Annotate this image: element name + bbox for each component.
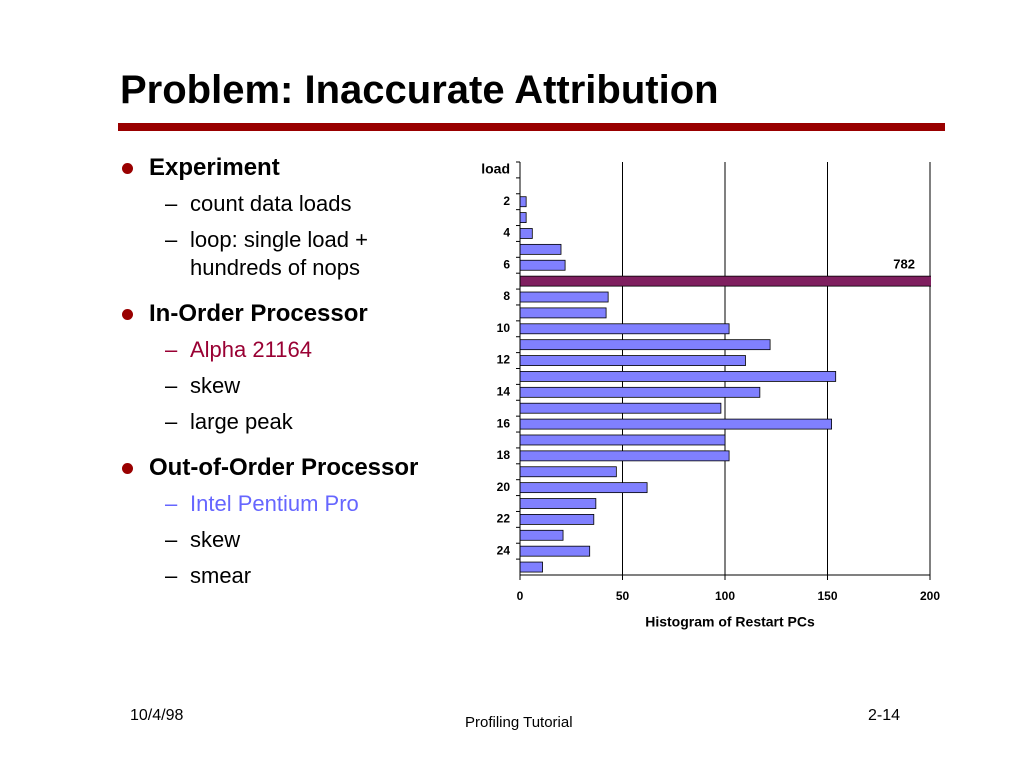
plot-area <box>520 196 931 573</box>
bar <box>520 545 591 557</box>
bar <box>520 514 595 525</box>
x-tick-label: 100 <box>715 589 735 603</box>
sub-item: loop: single load + hundreds of nops <box>120 222 390 286</box>
y-tick-label: 12 <box>497 353 511 367</box>
bar <box>520 339 771 351</box>
bullet: Out-of-Order Processor <box>120 450 480 486</box>
x-tick-label: 50 <box>616 589 630 603</box>
sub-item: Alpha 21164 <box>120 332 390 368</box>
sub-item: count data loads <box>120 186 390 222</box>
bar <box>520 259 566 271</box>
bar <box>520 291 609 303</box>
y-tick-label: 14 <box>497 384 511 398</box>
bar <box>520 212 527 223</box>
bar <box>520 243 562 255</box>
y-tick-label: 6 <box>503 257 510 271</box>
y-tick-label: 22 <box>497 512 511 526</box>
slide-title: Problem: Inaccurate Attribution <box>120 68 719 112</box>
bar <box>520 402 722 414</box>
bar <box>520 466 617 478</box>
y-tick-label: 2 <box>503 194 510 208</box>
y-tick-label: load <box>481 161 510 177</box>
y-tick-label: 10 <box>497 321 511 335</box>
x-axis-label: Histogram of Restart PCs <box>645 614 815 630</box>
bar <box>520 228 533 239</box>
bar <box>520 355 746 366</box>
x-tick-label: 0 <box>517 589 524 603</box>
x-tick-label: 150 <box>817 589 837 603</box>
y-tick-label: 18 <box>497 448 511 462</box>
x-tick-label: 200 <box>920 589 940 603</box>
footer-center: Profiling Tutorial <box>465 714 573 731</box>
bar <box>520 418 833 430</box>
footer-date: 10/4/98 <box>130 707 184 724</box>
bar <box>520 386 761 398</box>
sub-item: skew <box>120 522 390 558</box>
bullet-list: Experimentcount data loadsloop: single l… <box>120 150 480 594</box>
sub-item: large peak <box>120 404 390 440</box>
bullet: Experiment <box>120 150 480 186</box>
bar <box>520 275 931 287</box>
y-tick-label: 20 <box>497 480 511 494</box>
y-tick-label: 8 <box>503 289 510 303</box>
bar <box>520 434 726 446</box>
bar <box>520 450 730 462</box>
bar <box>520 323 730 335</box>
sub-item: skew <box>120 368 390 404</box>
sub-item: smear <box>120 558 390 594</box>
bar <box>520 371 837 382</box>
sub-item: Intel Pentium Pro <box>120 486 390 522</box>
bar <box>520 561 543 573</box>
value-label: 782 <box>893 257 915 272</box>
bullet: In-Order Processor <box>120 296 480 332</box>
y-tick-label: 4 <box>503 226 510 240</box>
bar <box>520 307 607 319</box>
y-tick-label: 16 <box>497 416 511 430</box>
bar <box>520 529 564 541</box>
y-tick-label: 24 <box>497 543 511 557</box>
bar <box>520 482 648 494</box>
title-rule <box>118 123 945 131</box>
bar <box>520 498 597 509</box>
footer-page: 2-14 <box>868 707 901 724</box>
bar <box>520 196 527 208</box>
